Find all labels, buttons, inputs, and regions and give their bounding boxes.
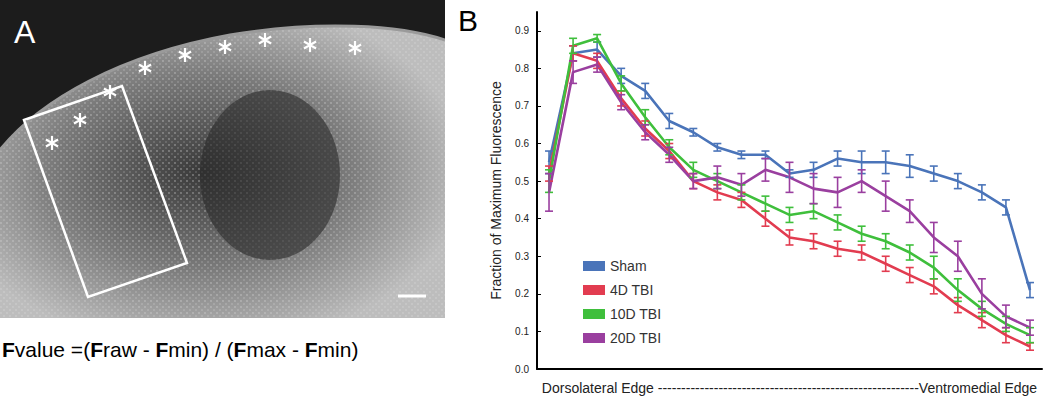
svg-text:10D TBI: 10D TBI	[610, 306, 661, 322]
svg-text:4D TBI: 4D TBI	[610, 282, 653, 298]
svg-text:Sham: Sham	[610, 258, 647, 274]
svg-text:Dorsolateral Edge ------------: Dorsolateral Edge ----------------------…	[542, 380, 1038, 396]
svg-text:0.2: 0.2	[515, 288, 529, 299]
svg-text:20D TBI: 20D TBI	[610, 330, 661, 346]
svg-text:0.9: 0.9	[515, 25, 529, 36]
html-text:F value =(F raw - F min) / (F: F value =(F raw - F min) / (F max - F mi…	[2, 338, 359, 361]
html-text:B: B	[458, 4, 478, 37]
svg-text:0.3: 0.3	[515, 251, 529, 262]
html-text:A: A	[14, 14, 36, 50]
svg-text:0.4: 0.4	[515, 213, 529, 224]
svg-text:0.0: 0.0	[515, 364, 529, 375]
svg-text:0.5: 0.5	[515, 176, 529, 187]
svg-text:Fraction of Maximum Fluorescen: Fraction of Maximum Fluorescence	[488, 81, 504, 300]
svg-text:0.7: 0.7	[515, 100, 529, 111]
svg-text:0.8: 0.8	[515, 63, 529, 74]
svg-text:0.6: 0.6	[515, 138, 529, 149]
svg-text:0.1: 0.1	[515, 326, 529, 337]
